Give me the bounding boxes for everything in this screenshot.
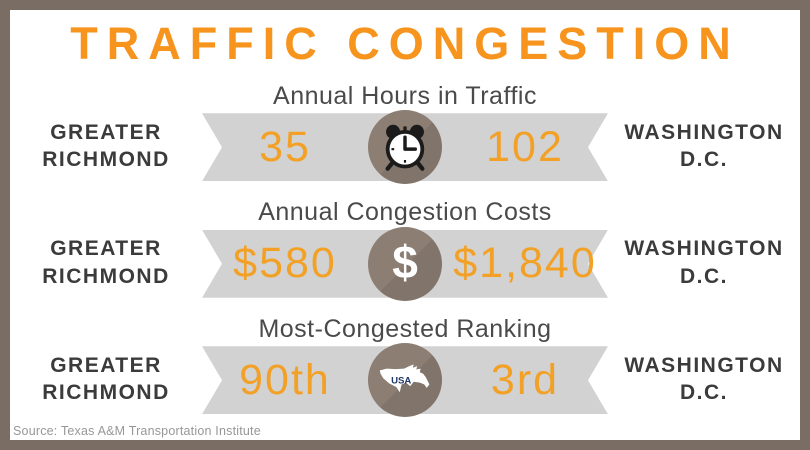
left-region-line2: RICHMOND (42, 264, 170, 288)
source-attribution: Source: Texas A&M Transportation Institu… (13, 424, 261, 439)
left-region-label: GREATER RICHMOND (10, 83, 202, 182)
left-region-line1: GREATER (50, 120, 162, 144)
left-region-label: GREATER RICHMOND (10, 199, 202, 298)
richmond-rank-value: 90th (239, 355, 331, 404)
usa-map-label: USA (391, 376, 411, 387)
ribbon-banner: 90th USA 3rd (202, 343, 608, 418)
right-region-label: WASHINGTON D.C. (608, 199, 800, 298)
row-center: Annual Hours in Traffic 35 (202, 81, 608, 185)
row-annual-hours: GREATER RICHMOND Annual Hours in Traffic… (10, 81, 800, 185)
left-region-line1: GREATER (50, 353, 162, 377)
ribbon-banner: 35 102 (202, 110, 608, 185)
alarm-clock-icon (368, 110, 442, 185)
right-region-label: WASHINGTON D.C. (608, 316, 800, 415)
page-title: TRAFFIC CONGESTION (70, 18, 740, 69)
row-heading: Most-Congested Ranking (258, 314, 552, 343)
right-region-line1: WASHINGTON (624, 120, 784, 144)
right-region-line2: D.C. (680, 381, 728, 404)
dollar-sign-icon: $ (368, 226, 442, 301)
left-region-line1: GREATER (50, 237, 162, 261)
row-congestion-costs: GREATER RICHMOND Annual Congestion Costs… (10, 198, 800, 301)
row-heading: Annual Hours in Traffic (273, 81, 537, 110)
right-region-line1: WASHINGTON (624, 353, 784, 377)
richmond-hours-value: 35 (259, 122, 311, 171)
row-center: Annual Congestion Costs $580 $ $1,840 (202, 198, 608, 301)
left-region-label: GREATER RICHMOND (10, 316, 202, 415)
dc-rank-value: 3rd (490, 355, 560, 404)
row-center: Most-Congested Ranking 90th USA 3rd (202, 314, 608, 418)
usa-map-icon: USA (368, 343, 442, 418)
ribbon-banner: $580 $ $1,840 (202, 226, 608, 301)
right-region-line2: D.C. (680, 148, 728, 171)
row-heading: Annual Congestion Costs (258, 198, 552, 227)
right-region-label: WASHINGTON D.C. (608, 83, 800, 182)
right-region-line2: D.C. (680, 264, 728, 288)
right-region-line1: WASHINGTON (624, 237, 784, 261)
left-region-line2: RICHMOND (42, 148, 170, 171)
dc-cost-value: $1,840 (453, 239, 597, 288)
richmond-cost-value: $580 (233, 239, 337, 288)
dc-hours-value: 102 (486, 122, 564, 171)
left-region-line2: RICHMOND (42, 381, 170, 404)
row-congested-ranking: GREATER RICHMOND Most-Congested Ranking … (10, 314, 800, 418)
